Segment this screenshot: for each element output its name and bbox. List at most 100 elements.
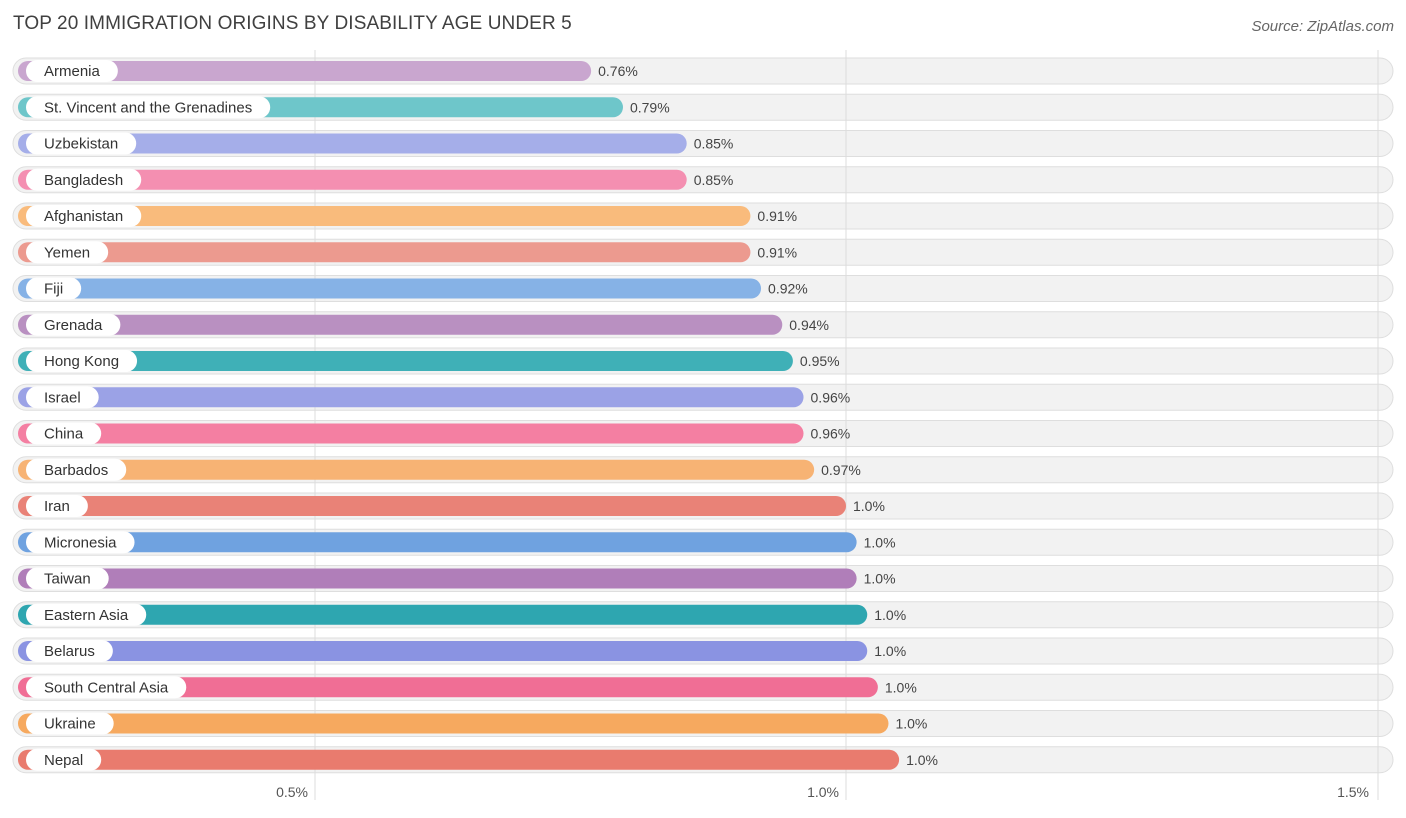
value-label: 0.94% [789, 317, 829, 333]
value-label: 1.0% [874, 643, 906, 659]
bar-label: Yemen [44, 244, 90, 261]
bar-label-pill [26, 168, 142, 191]
value-label: 1.0% [874, 607, 906, 623]
bar-label-pill [26, 277, 82, 300]
bar-label-pill [26, 313, 121, 336]
bar[interactable] [18, 61, 592, 81]
value-label: 1.0% [906, 752, 938, 768]
bar-label: Eastern Asia [44, 607, 129, 624]
bar[interactable] [18, 169, 687, 190]
bar[interactable] [18, 278, 762, 299]
bar-row: Ukraine 1.0% [18, 712, 927, 735]
bar[interactable] [18, 604, 868, 625]
bar-label: Israel [44, 389, 81, 406]
value-label: 0.96% [811, 389, 851, 405]
bar[interactable] [18, 459, 815, 480]
bar-label: Nepal [44, 752, 83, 769]
bar-label-pill [26, 241, 109, 264]
bar-label-pill [26, 676, 187, 699]
value-label: 0.85% [694, 136, 734, 152]
bar-label: China [44, 426, 84, 443]
bar-row: Grenada 0.94% [18, 313, 829, 336]
bar-label-pill [26, 350, 138, 372]
bar[interactable] [18, 568, 857, 589]
bar-label-pill [26, 60, 118, 82]
bar-row: Bangladesh 0.85% [18, 168, 734, 191]
bar-row: Afghanistan 0.91% [18, 205, 797, 227]
bar[interactable] [18, 387, 804, 408]
bar-label: Afghanistan [44, 208, 123, 225]
bar[interactable] [18, 532, 857, 553]
bar-label-pill [26, 132, 137, 155]
bar[interactable] [18, 749, 900, 770]
bar[interactable] [18, 133, 687, 154]
value-label: 0.85% [694, 172, 734, 188]
bar-label: Grenada [44, 317, 103, 334]
value-label: 0.97% [821, 462, 861, 478]
bar-row: Yemen 0.91% [18, 241, 797, 264]
x-tick-label: 1.5% [1337, 784, 1369, 800]
value-label: 0.91% [757, 208, 797, 224]
value-label: 0.79% [630, 99, 670, 115]
source-note: Source: ZipAtlas.com [1251, 18, 1394, 35]
bar-row: Barbados 0.97% [18, 458, 861, 481]
bar[interactable] [18, 496, 846, 516]
bar-row: Iran 1.0% [18, 495, 885, 517]
bar-label-pill [26, 422, 102, 445]
chart-title: TOP 20 IMMIGRATION ORIGINS BY DISABILITY… [13, 13, 572, 34]
bar-label-pill [26, 531, 135, 554]
bar-label: Uzbekistan [44, 136, 118, 153]
bar-label-pill [26, 495, 88, 517]
value-label: 0.95% [800, 353, 840, 369]
bar-label: Taiwan [44, 571, 91, 588]
bar-label: Micronesia [44, 534, 117, 551]
bar-label-pill [26, 567, 109, 590]
bar[interactable] [18, 314, 783, 335]
value-label: 1.0% [853, 498, 885, 514]
bar-label-pill [26, 386, 99, 409]
bar-row: China 0.96% [18, 422, 851, 445]
bar-label: Fiji [44, 281, 63, 298]
bar-label-pill [26, 96, 271, 119]
bar-label: Iran [44, 498, 70, 515]
value-label: 1.0% [864, 534, 896, 550]
bar-row: South Central Asia 1.0% [18, 676, 917, 699]
value-label: 0.91% [757, 244, 797, 260]
bar[interactable] [18, 677, 878, 698]
bar-label: Armenia [44, 63, 101, 80]
bar-label-pill [26, 205, 142, 227]
bar[interactable] [18, 242, 751, 263]
bar-row: Belarus 1.0% [18, 640, 906, 662]
bar[interactable] [18, 351, 793, 371]
bar-row: Armenia 0.76% [18, 60, 638, 82]
bar-label: Bangladesh [44, 172, 123, 189]
bar-row: Nepal 1.0% [18, 748, 938, 771]
bar-label: Barbados [44, 462, 108, 479]
bar-row: Micronesia 1.0% [18, 531, 896, 554]
value-label: 1.0% [885, 679, 917, 695]
bar-label-pill [26, 603, 147, 626]
value-label: 0.76% [598, 63, 638, 79]
bar-label: St. Vincent and the Grenadines [44, 99, 252, 116]
bar-label: South Central Asia [44, 679, 169, 696]
bar-label: Belarus [44, 643, 95, 660]
x-tick-label: 1.0% [807, 784, 839, 800]
bar-row: Israel 0.96% [18, 386, 851, 409]
bar-label: Ukraine [44, 716, 96, 733]
bar-row: Hong Kong 0.95% [18, 350, 840, 372]
bar[interactable] [18, 713, 889, 734]
bar[interactable] [18, 641, 868, 661]
value-label: 1.0% [864, 571, 896, 587]
value-label: 0.96% [811, 426, 851, 442]
bar-row: Taiwan 1.0% [18, 567, 896, 590]
bar-label: Hong Kong [44, 353, 119, 370]
bar-row: Eastern Asia 1.0% [18, 603, 906, 626]
bar[interactable] [18, 206, 751, 226]
bar-label-pill [26, 712, 114, 735]
value-label: 1.0% [895, 716, 927, 732]
bar-row: St. Vincent and the Grenadines 0.79% [18, 96, 670, 119]
bar-label-pill [26, 748, 102, 771]
bar-row: Fiji 0.92% [18, 277, 808, 300]
bar[interactable] [18, 423, 804, 444]
